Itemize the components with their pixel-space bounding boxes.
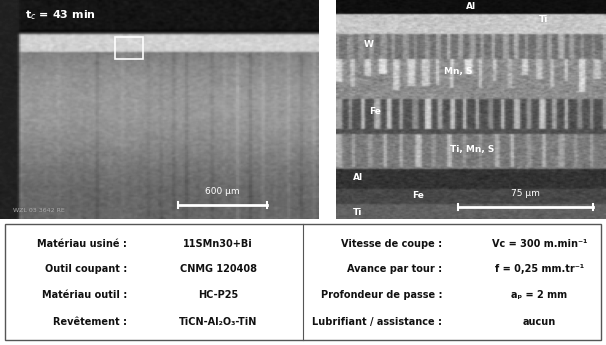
Text: aₚ = 2 mm: aₚ = 2 mm [511, 290, 567, 299]
Text: t$_c$ = 43 min: t$_c$ = 43 min [25, 8, 96, 22]
Text: Ti: Ti [353, 208, 362, 217]
Text: CNMG 120408: CNMG 120408 [179, 265, 257, 274]
Text: Vc = 300 m.min⁻¹: Vc = 300 m.min⁻¹ [491, 239, 587, 249]
Text: 11SMn30+Bi: 11SMn30+Bi [183, 239, 253, 249]
Text: W: W [364, 40, 373, 49]
Text: Matériau usiné :: Matériau usiné : [38, 239, 127, 249]
Text: 75 μm: 75 μm [511, 189, 539, 198]
Text: Al: Al [466, 2, 476, 11]
Text: Fe: Fe [368, 107, 381, 116]
Text: Ti: Ti [539, 16, 548, 24]
Text: Vitesse de coupe :: Vitesse de coupe : [341, 239, 442, 249]
Text: Revêtement :: Revêtement : [53, 317, 127, 327]
Text: HC-P25: HC-P25 [198, 290, 238, 299]
Text: Mn, S: Mn, S [444, 67, 473, 76]
Text: Ti, Mn, S: Ti, Mn, S [450, 145, 494, 154]
Text: Al: Al [353, 173, 362, 182]
Text: Lubrifiant / assistance :: Lubrifiant / assistance : [312, 317, 442, 327]
Text: TiCN-Al₂O₃-TiN: TiCN-Al₂O₃-TiN [179, 317, 258, 327]
Bar [115, 37, 143, 59]
Text: Profondeur de passe :: Profondeur de passe : [321, 290, 442, 299]
Text: WZL 03 3642 RE: WZL 03 3642 RE [13, 207, 64, 213]
Text: 600 μm: 600 μm [205, 187, 240, 196]
Text: Avance par tour :: Avance par tour : [347, 265, 442, 274]
Text: aucun: aucun [523, 317, 556, 327]
Text: Outil coupant :: Outil coupant : [45, 265, 127, 274]
Text: f = 0,25 mm.tr⁻¹: f = 0,25 mm.tr⁻¹ [494, 265, 584, 274]
Text: Fe: Fe [412, 191, 424, 200]
Text: Matériau outil :: Matériau outil : [42, 290, 127, 299]
